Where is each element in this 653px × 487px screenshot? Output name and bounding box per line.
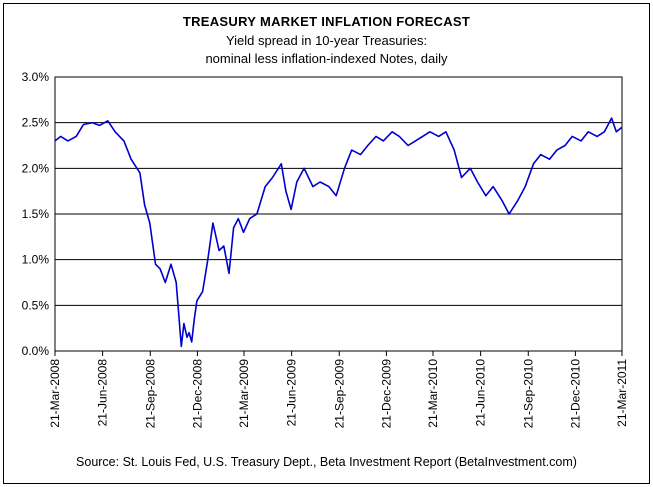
x-tick-label: 21-Jun-2009 (285, 359, 299, 427)
y-tick-label: 1.0% (22, 253, 50, 267)
y-tick-label: 3.0% (22, 70, 50, 84)
y-axis-ticks: 0.0% 0.5% 1.0% 1.5% 2.0% 2.5% 3.0% (22, 70, 50, 358)
y-tick-label: 1.5% (22, 207, 50, 221)
x-tick-label: 21-Sep-2010 (521, 359, 535, 429)
x-tick-label: 21-Dec-2008 (190, 359, 204, 429)
x-tick-label: 21-Mar-2011 (615, 359, 629, 427)
x-tick-label: 21-Sep-2008 (143, 359, 157, 429)
y-tick-label: 0.0% (22, 344, 50, 358)
x-tick-label: 21-Mar-2008 (48, 359, 62, 428)
x-tick-label: 21-Dec-2009 (379, 359, 393, 429)
chart-source: Source: St. Louis Fed, U.S. Treasury Dep… (76, 455, 577, 469)
y-tick-label: 2.0% (22, 161, 50, 175)
x-tick-label: 21-Jun-2010 (474, 359, 488, 427)
gridlines (55, 122, 622, 306)
x-tick-label: 21-Jun-2008 (96, 359, 110, 427)
y-tick-label: 2.5% (22, 116, 50, 130)
x-tick-label: 21-Mar-2009 (237, 359, 251, 428)
x-tick-label: 21-Mar-2010 (426, 359, 440, 428)
chart-title: TREASURY MARKET INFLATION FORECAST (182, 14, 471, 29)
chart-subtitle-line-1: Yield spread in 10-year Treasuries: (225, 33, 428, 48)
chart-subtitle-line-2: nominal less inflation-indexed Notes, da… (205, 51, 448, 66)
series-line (54, 117, 623, 348)
x-axis-ticks: 21-Mar-2008 21-Jun-2008 21-Sep-2008 21-Dec-… (48, 351, 629, 428)
y-tick-label: 0.5% (22, 298, 50, 312)
x-tick-label: 21-Sep-2009 (332, 359, 346, 429)
x-tick-label: 21-Dec-2010 (568, 359, 582, 429)
